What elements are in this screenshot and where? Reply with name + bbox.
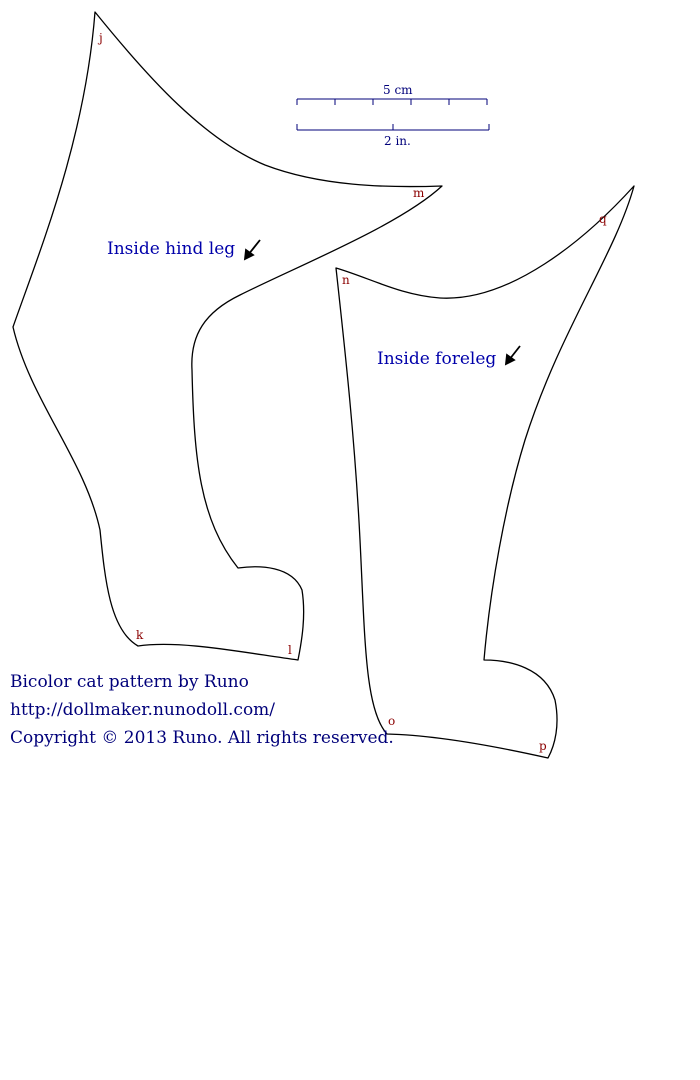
point-p: p xyxy=(539,739,547,753)
foreleg-label: Inside foreleg xyxy=(377,349,496,369)
point-m: m xyxy=(413,186,425,200)
foreleg-outline xyxy=(335,185,635,759)
point-n: n xyxy=(342,273,350,287)
point-o: o xyxy=(388,714,395,728)
credit-title: Bicolor cat pattern by Runo xyxy=(10,672,249,692)
cm-scale-label: 5 cm xyxy=(383,83,413,97)
inch-scale-label: 2 in. xyxy=(384,134,411,148)
hind-leg-label: Inside hind leg xyxy=(107,239,235,259)
point-q: q xyxy=(599,212,607,226)
arrow-down-left-icon xyxy=(243,239,261,261)
arrow-down-left-icon xyxy=(504,345,521,366)
credits-block: Bicolor cat pattern by Runo http://dollm… xyxy=(10,668,394,752)
hind-leg-outline xyxy=(12,11,443,661)
point-j: j xyxy=(97,31,103,45)
credit-url: http://dollmaker.nunodoll.com/ xyxy=(10,700,276,720)
credit-copyright: Copyright © 2013 Runo. All rights reserv… xyxy=(10,728,394,748)
point-k: k xyxy=(136,628,144,642)
hind-leg-piece: j k l m Inside hind leg xyxy=(12,11,443,661)
scale-bar: 5 cm 2 in. xyxy=(296,83,490,148)
point-l: l xyxy=(288,643,292,657)
foreleg-piece: n o p q Inside foreleg xyxy=(335,185,635,759)
